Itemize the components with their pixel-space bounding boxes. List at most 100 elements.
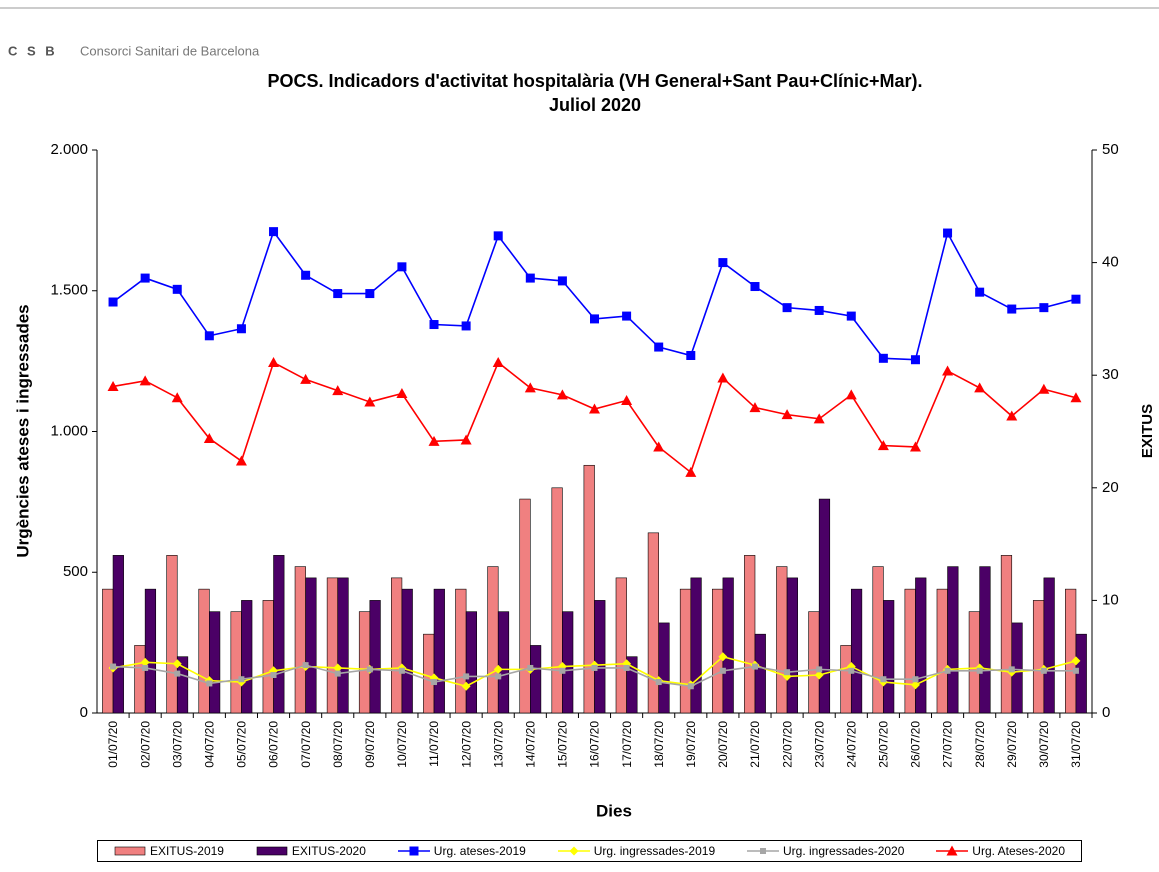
x-tick-label: 30/07/20 (1037, 721, 1051, 768)
marker (816, 666, 823, 673)
y2-tick-label: 50 (1102, 141, 1119, 158)
marker (590, 314, 599, 324)
legend-swatch (747, 848, 779, 854)
y-axis-title: Urgències ateses i ingressades (13, 304, 32, 557)
marker (1071, 656, 1081, 666)
marker (333, 663, 343, 673)
y2-tick-label: 20 (1102, 479, 1119, 496)
bar (808, 611, 820, 714)
x-tick-label: 21/07/20 (748, 721, 762, 768)
x-tick-label: 16/07/20 (588, 721, 602, 768)
marker (493, 231, 503, 241)
marker (364, 396, 376, 407)
marker (1072, 667, 1079, 674)
legend-label: EXITUS-2019 (149, 844, 224, 858)
marker (461, 681, 471, 691)
bar (262, 600, 274, 714)
marker (493, 664, 503, 674)
marker (718, 652, 728, 662)
y2-tick-label: 30 (1102, 366, 1119, 383)
x-tick-label: 09/07/20 (363, 721, 377, 768)
marker (1070, 392, 1082, 403)
marker (944, 667, 951, 674)
marker (749, 402, 761, 413)
y-tick-label: 500 (63, 563, 88, 580)
marker (398, 667, 405, 674)
x-axis-title: Dies (596, 801, 632, 820)
marker (943, 228, 953, 238)
x-tick-label: 01/07/20 (106, 721, 120, 768)
marker (623, 664, 630, 671)
marker (409, 846, 419, 856)
bar (176, 656, 189, 714)
bar (391, 577, 403, 714)
bar (423, 633, 435, 714)
line (112, 361, 1077, 474)
marker (172, 659, 182, 669)
x-tick-label: 02/07/20 (138, 721, 152, 768)
bar (326, 577, 339, 714)
x-tick-label: 24/07/20 (844, 721, 858, 768)
bar (1043, 577, 1055, 714)
marker (718, 258, 728, 268)
bar (883, 600, 895, 714)
marker (107, 380, 119, 391)
x-tick-label: 12/07/20 (459, 721, 473, 768)
marker (1008, 666, 1015, 673)
marker (1007, 304, 1017, 314)
marker (1006, 410, 1018, 421)
x-tick-label: 15/07/20 (556, 721, 570, 768)
line (112, 229, 1077, 361)
marker (687, 683, 694, 690)
bar (487, 566, 499, 714)
marker (910, 680, 920, 690)
legend-swatch (256, 846, 288, 856)
marker (556, 389, 568, 400)
x-tick-label: 25/07/20 (877, 721, 891, 768)
bar (776, 566, 788, 714)
marker (654, 342, 664, 352)
marker (429, 320, 439, 330)
bar (968, 611, 980, 714)
marker (140, 657, 150, 667)
legend-label: Urg. Ateses-2020 (972, 844, 1065, 858)
marker (685, 466, 697, 477)
marker (269, 227, 279, 237)
marker (268, 357, 280, 368)
marker (396, 387, 408, 398)
marker (172, 284, 182, 294)
marker (591, 664, 598, 671)
marker (848, 667, 855, 674)
marker (527, 664, 534, 671)
bar (850, 588, 863, 714)
bar (455, 588, 467, 714)
bar (166, 555, 178, 714)
marker (431, 679, 438, 686)
bar (947, 566, 959, 714)
x-tick-label: 27/07/20 (941, 721, 955, 768)
y-tick-label: 1.500 (50, 282, 88, 299)
legend-item: Urg. ateses-2019 (397, 844, 526, 858)
marker (1038, 383, 1050, 394)
marker (301, 270, 311, 280)
x-tick-label: 05/07/20 (235, 721, 249, 768)
bar (872, 566, 884, 714)
marker (814, 670, 824, 680)
bar (273, 555, 285, 714)
y2-tick-label: 40 (1102, 254, 1119, 271)
x-tick-label: 19/07/20 (684, 721, 698, 768)
y2-axis-title: EXITUS (1139, 404, 1156, 458)
marker (110, 663, 117, 670)
bar (230, 611, 242, 714)
marker (365, 289, 375, 299)
y2-tick-label: 0 (1102, 704, 1110, 721)
chart-title: POCS. Indicadors d'activitat hospitalàri… (268, 71, 923, 91)
marker (460, 434, 472, 445)
x-tick-label: 08/07/20 (331, 721, 345, 768)
marker (976, 667, 983, 674)
bar (198, 588, 210, 714)
marker (524, 382, 536, 393)
bar (904, 588, 916, 714)
marker (557, 276, 567, 286)
y-tick-label: 0 (80, 704, 88, 721)
